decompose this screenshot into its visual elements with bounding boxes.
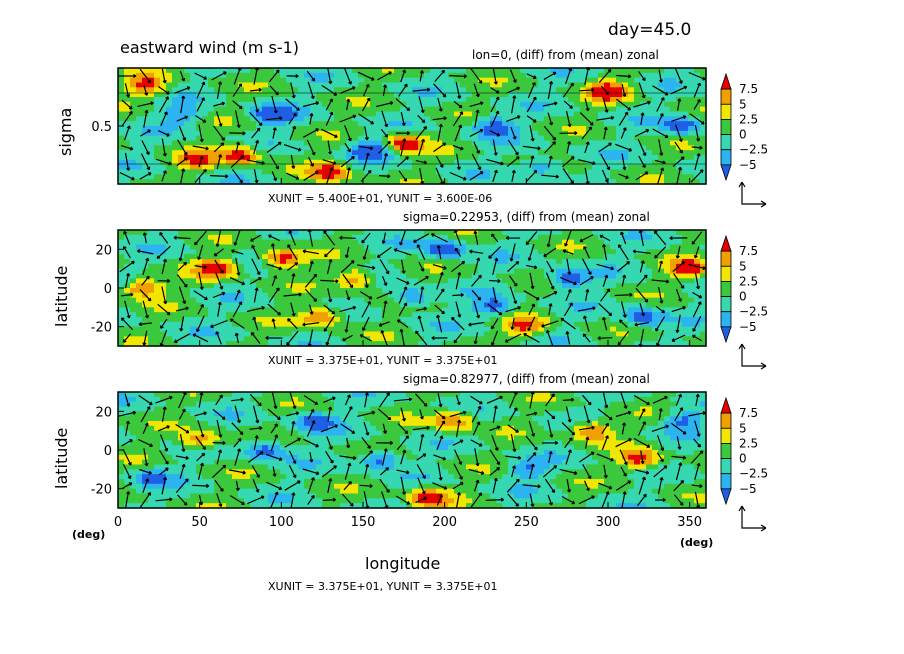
panel-1-colorbar-label-0: 7.5 [739, 82, 758, 96]
panel-1-colorbar-label-1: 5 [739, 97, 747, 111]
panel-3-xtick-label-5: 250 [514, 515, 539, 530]
panel-3-xtick-label-7: 350 [677, 515, 702, 530]
panel-1-ytick-label-0: 0.5 [91, 120, 112, 135]
panel-3-colorbar-label-0: 7.5 [739, 406, 758, 420]
panel1-info: lon=0, (diff) from (mean) zonal [472, 48, 659, 62]
x-unit-right: (deg) [680, 536, 714, 549]
panel-1-colorbar-label-3: 0 [739, 128, 747, 142]
panel-3: 200-200 50 100 150 200 250 300 3507.552.50−2.5−… [91, 391, 768, 532]
panel-3-xtick-label-4: 200 [432, 515, 457, 530]
x-axis-label: longitude [365, 554, 441, 573]
panel-2-vectors [119, 228, 706, 348]
panel-2-reference-vector-icon [738, 343, 767, 370]
panel1-footer: XUNIT = 5.400E+01, YUNIT = 3.600E-06 [268, 192, 493, 205]
panel-2-colorbar-label-2: 2.5 [739, 274, 758, 288]
panel-3-colorbar-label-2: 2.5 [739, 436, 758, 450]
panel-3-xtick-label-3: 150 [351, 515, 376, 530]
panel-1: 0.5 7.552.5 0−2.5−5 [91, 66, 768, 208]
panel-3-reference-vector-icon [738, 505, 767, 532]
panel-2-colorbar-label-5: −5 [739, 320, 757, 334]
panel-3-ytick-label-0: 20 [95, 405, 112, 420]
panel2-footer: XUNIT = 3.375E+01, YUNIT = 3.375E+01 [268, 354, 498, 367]
panel-3-colorbar-label-1: 5 [739, 421, 747, 435]
panel-1-colorbar-label-5: −5 [739, 158, 757, 172]
panel-2-colorbar-label-0: 7.5 [739, 244, 758, 258]
panel-3-colorbar-label-4: −2.5 [739, 467, 768, 481]
panel-3-field [118, 392, 707, 509]
panel-2-colorbar-label-4: −2.5 [739, 305, 768, 319]
panel3-ylabel: latitude [52, 427, 71, 489]
panel-2-field [118, 230, 707, 347]
panel-1-field [118, 68, 707, 185]
panel-2-colorbar-label-1: 5 [739, 259, 747, 273]
panel-3-colorbar: 7.552.5 0−2.5−5 [720, 396, 768, 506]
panel-2-ytick-label-2: -20 [91, 321, 112, 336]
panel-2: 200-207.552.50−2.5−5 [91, 228, 768, 370]
panel-1-reference-vector-icon [738, 181, 767, 208]
panel2-info: sigma=0.22953, (diff) from (mean) zonal [403, 210, 650, 224]
panel-1-colorbar-label-4: −2.5 [739, 143, 768, 157]
panel-3-xtick-label-6: 300 [596, 515, 621, 530]
panel-1-colorbar: 7.552.5 0−2.5−5 [720, 72, 768, 182]
panel-1-vectors [118, 66, 706, 185]
panel-3-ytick-label-2: -20 [91, 483, 112, 498]
panel-2-ytick-label-0: 20 [95, 243, 112, 258]
panel-3-xtick-label-1: 50 [191, 515, 208, 530]
panel3-info: sigma=0.82977, (diff) from (mean) zonal [403, 372, 650, 386]
day-label: day=45.0 [608, 20, 692, 40]
figure-title: eastward wind (m s-1) [120, 38, 300, 57]
panel2-ylabel: latitude [52, 265, 71, 327]
panel-3-xtick-label-0: 0 [114, 515, 122, 530]
panel-2-colorbar: 7.552.5 0−2.5−5 [720, 234, 768, 344]
panel1-ylabel: sigma [56, 107, 75, 156]
panel-1-colorbar-label-2: 2.5 [739, 112, 758, 126]
x-unit-left: (deg) [72, 528, 106, 541]
panel-2-ytick-label-1: 0 [104, 282, 112, 297]
panel-3-xtick-label-2: 100 [269, 515, 294, 530]
panel3-footer: XUNIT = 3.375E+01, YUNIT = 3.375E+01 [268, 580, 498, 593]
panel-3-colorbar-label-5: −5 [739, 482, 757, 496]
panel-3-colorbar-label-3: 0 [739, 452, 747, 466]
panel-3-ytick-label-1: 0 [104, 444, 112, 459]
panel-2-colorbar-label-3: 0 [739, 290, 747, 304]
